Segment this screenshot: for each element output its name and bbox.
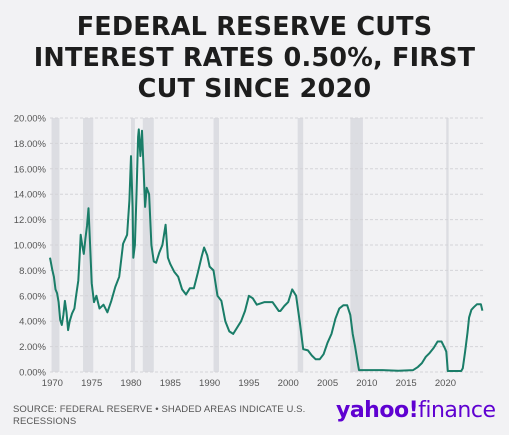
x-tick-label-3: 1985 — [160, 378, 181, 389]
x-tick-label-0: 1970 — [42, 378, 63, 389]
x-tick-label-4: 1990 — [199, 378, 220, 389]
y-tick-label-6: 12.00% — [14, 215, 47, 226]
x-tick-label-5: 1995 — [238, 378, 259, 389]
y-tick-label-10: 20.00% — [14, 114, 47, 125]
source-note: SOURCE: FEDERAL RESERVE • SHADED AREAS I… — [13, 404, 306, 427]
yahoo-finance-logo: yahoo!finance — [336, 398, 496, 424]
y-tick-label-7: 14.00% — [14, 190, 47, 201]
recession-band-1 — [83, 118, 94, 372]
y-tick-label-8: 16.00% — [14, 164, 47, 175]
title-line-1: FEDERAL RESERVE CUTS — [76, 12, 433, 42]
y-tick-label-0: 0.00% — [19, 368, 46, 379]
x-tick-label-10: 2020 — [435, 378, 456, 389]
x-tick-label-7: 2005 — [317, 378, 338, 389]
y-tick-label-5: 10.00% — [14, 241, 47, 252]
y-axis-ticks: 0.00% 2.00% 4.00% 6.00% 8.00% 10.00% 12.00% 14.… — [14, 114, 47, 379]
title-line-2: INTEREST RATES 0.50%, FIRST — [33, 43, 476, 73]
y-tick-label-2: 4.00% — [19, 317, 46, 328]
y-tick-label-3: 6.00% — [19, 291, 46, 302]
x-axis-ticks: 1970 1975 1980 1985 1990 1995 2000 2005 2010 2015… — [42, 378, 456, 389]
y-tick-label-9: 18.00% — [14, 139, 47, 150]
y-tick-label-1: 2.00% — [19, 342, 46, 353]
x-tick-label-9: 2015 — [396, 378, 417, 389]
x-tick-label-6: 2000 — [278, 378, 299, 389]
x-tick-label-8: 2010 — [356, 378, 377, 389]
rate-line — [49, 128, 484, 372]
x-tick-label-2: 1980 — [120, 378, 141, 389]
title-line-3: CUT SINCE 2020 — [137, 74, 372, 104]
recession-band-3 — [142, 118, 154, 372]
x-tick-label-1: 1975 — [81, 378, 102, 389]
chart-title: FEDERAL RESERVE CUTS INTEREST RATES 0.50… — [0, 12, 509, 105]
logo-finance: finance — [418, 398, 496, 423]
y-gridlines — [50, 117, 484, 373]
y-tick-label-4: 8.00% — [19, 266, 46, 277]
logo-yahoo: yahoo! — [336, 398, 419, 423]
